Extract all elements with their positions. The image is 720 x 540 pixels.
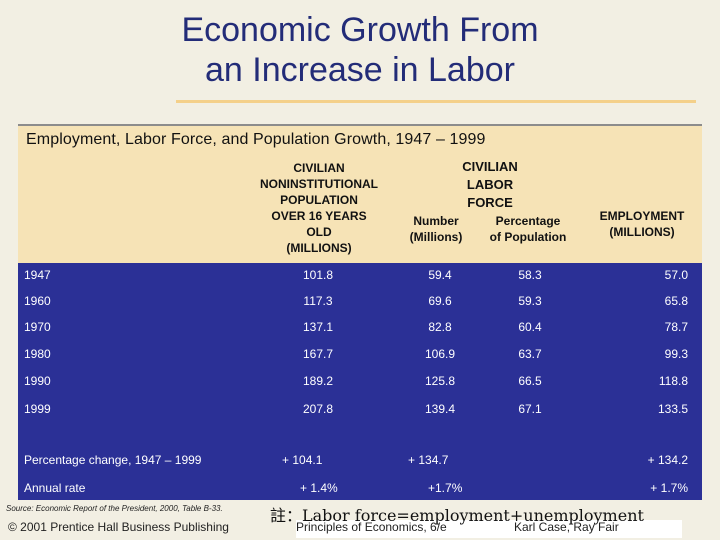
cell-population: 101.8 <box>302 268 334 282</box>
cell-labor-force-number: 125.8 <box>424 374 456 388</box>
table-header-band <box>18 157 702 263</box>
header-percentage-line: of Population <box>489 230 567 244</box>
labor-force-note: 註：Labor force=employment+unemployment <box>270 506 644 525</box>
header-population-line: NONINSTITUTIONAL <box>260 177 378 191</box>
cell-population: 189.2 <box>302 374 334 388</box>
header-employment-line: (MILLIONS) <box>609 225 675 239</box>
cell-labor-force-percentage: 59.3 <box>518 294 542 308</box>
header-population-line: OLD <box>306 225 332 239</box>
row-year: 1960 <box>24 294 51 308</box>
title-underline-rule <box>176 100 696 103</box>
cell-population: 167.7 <box>302 347 334 361</box>
copyright: © 2001 Prentice Hall Business Publishing <box>8 520 229 534</box>
pct-change-label: Percentage change, 1947 – 1999 <box>24 453 202 467</box>
cell-labor-force-number: 59.4 <box>428 268 452 282</box>
header-labor-force-line: CIVILIAN <box>462 159 518 174</box>
slide-title-line-1: Economic Growth From <box>181 11 539 49</box>
header-employment: EMPLOYMENT (MILLIONS) <box>584 208 700 240</box>
table-title: Employment, Labor Force, and Population … <box>26 131 486 148</box>
header-population-line: CIVILIAN <box>293 161 345 175</box>
table-body <box>18 263 702 500</box>
cell-labor-force-percentage: 63.7 <box>518 347 542 361</box>
row-year: 1947 <box>24 268 51 282</box>
row-year: 1970 <box>24 320 51 334</box>
header-population-line: OVER 16 YEARS <box>271 209 367 223</box>
cell-labor-force-percentage: 60.4 <box>518 320 542 334</box>
cell-labor-force-number: 139.4 <box>424 402 456 416</box>
cell-population: 207.8 <box>302 402 334 416</box>
cell-labor-force-percentage: 66.5 <box>518 374 542 388</box>
header-population-line: POPULATION <box>280 193 358 207</box>
cell-labor-force-percentage: 58.3 <box>518 268 542 282</box>
header-number-line: (Millions) <box>409 230 463 244</box>
header-labor-force-group: CIVILIAN LABOR FORCE <box>420 158 560 212</box>
cell-employment: 57.0 <box>664 268 688 282</box>
slide-title: Economic Growth From an Increase in Labo… <box>0 10 720 90</box>
row-year: 1999 <box>24 402 51 416</box>
header-percentage-line: Percentage <box>495 214 561 228</box>
authors: Karl Case, Ray Fair <box>514 520 619 534</box>
cell-population: 117.3 <box>303 294 333 308</box>
source-note: Source: Economic Report of the President… <box>6 504 223 513</box>
table-title-bar <box>18 124 702 159</box>
pct-change-employment: + 134.2 <box>647 453 688 467</box>
cell-labor-force-number: 82.8 <box>428 320 452 334</box>
cell-labor-force-percentage: 67.1 <box>518 402 542 416</box>
pct-change-labor-force: + 134.7 <box>408 453 449 467</box>
header-labor-force-line: FORCE <box>467 195 513 210</box>
cell-employment: 78.7 <box>664 320 688 334</box>
cell-labor-force-number: 106.9 <box>424 347 456 361</box>
header-employment-line: EMPLOYMENT <box>599 209 685 223</box>
pct-change-population: + 104.1 <box>282 453 323 467</box>
slide-title-line-2: an Increase in Labor <box>205 51 515 89</box>
header-number-line: Number <box>413 214 459 228</box>
cell-employment: 65.8 <box>664 294 688 308</box>
header-population: CIVILIAN NONINSTITUTIONAL POPULATION OVE… <box>244 160 394 256</box>
annual-rate-labor-force: +1.7% <box>428 481 463 495</box>
row-year: 1990 <box>24 374 51 388</box>
cell-employment: 118.8 <box>658 374 688 388</box>
annual-rate-label: Annual rate <box>24 481 86 495</box>
header-number: Number (Millions) <box>396 213 476 245</box>
cell-employment: 133.5 <box>657 402 688 416</box>
header-population-line: (MILLIONS) <box>286 241 352 255</box>
row-year: 1980 <box>24 347 51 361</box>
cell-employment: 99.3 <box>664 347 688 361</box>
header-labor-force-line: LABOR <box>466 177 514 192</box>
cell-population: 137.1 <box>302 320 334 334</box>
cell-labor-force-number: 69.6 <box>428 294 452 308</box>
book-title: Principles of Economics, 6/e <box>296 520 682 538</box>
header-percentage: Percentage of Population <box>476 213 580 245</box>
annual-rate-employment: + 1.7% <box>650 481 688 495</box>
annual-rate-population: + 1.4% <box>300 481 338 495</box>
